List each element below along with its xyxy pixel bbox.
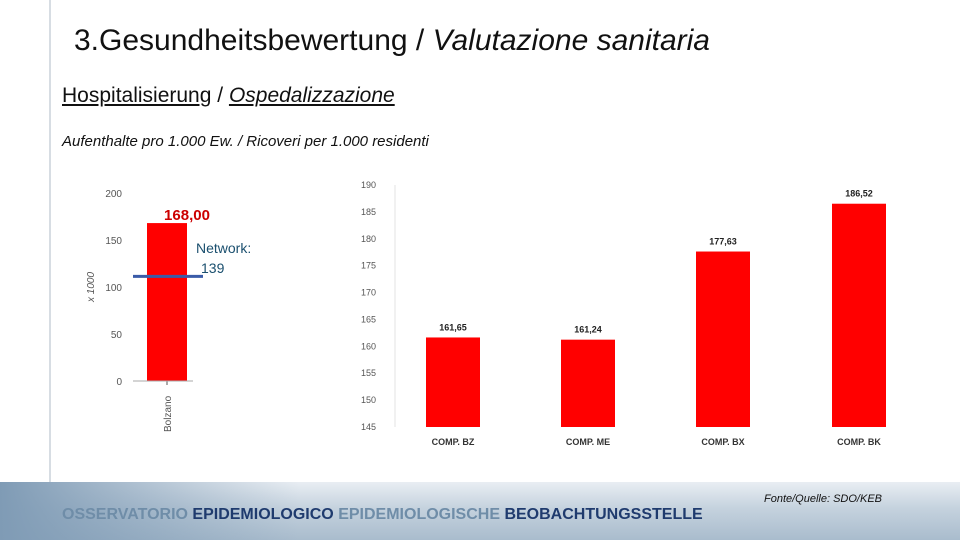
y-tick-label: 200 (105, 189, 122, 200)
bar-comp-me (561, 339, 615, 427)
bolzano-chart: 0 50 100 150 200 x 1000 Bolzano 168,00 Network: 1… (86, 189, 251, 432)
category-label: COMP. ME (566, 437, 610, 447)
y-axis-label: x 1000 (86, 272, 97, 303)
bar-bolzano (147, 223, 187, 381)
org-part-4: BEOBACHTUNGSSTELLE (504, 506, 703, 523)
y-tick-label: 100 (105, 283, 122, 294)
value-label: 186,52 (845, 189, 873, 199)
org-part-2: EPIDEMIOLOGICO (192, 506, 339, 523)
org-part-1: OSSERVATORIO (62, 506, 193, 523)
left-divider (49, 0, 51, 482)
source-note: Fonte/Quelle: SDO/KEB (764, 493, 882, 505)
y-tick-label: 175 (361, 261, 376, 271)
bar-comp-bz (426, 337, 480, 427)
value-label: 161,24 (574, 325, 602, 335)
category-label: COMP. BZ (432, 437, 475, 447)
y-tick-label: 185 (361, 207, 376, 217)
chart-caption: Aufenthalte pro 1.000 Ew. / Ricoveri per… (62, 133, 429, 150)
network-label: Network: (196, 240, 251, 256)
subtitle-de: Hospitalisierung (62, 84, 212, 107)
y-tick-label: 190 (361, 180, 376, 190)
bar-comp-bk (832, 203, 886, 427)
y-tick-label: 165 (361, 314, 376, 324)
y-tick-label: 150 (361, 395, 376, 405)
y-tick-label: 0 (116, 377, 122, 388)
section-subtitle: Hospitalisierung / Ospedalizzazione (62, 84, 395, 108)
y-tick-label: 145 (361, 422, 376, 432)
value-label: 177,63 (709, 237, 737, 247)
network-value: 139 (201, 260, 225, 276)
bar-comp-bx (696, 251, 750, 427)
category-label: COMP. BK (837, 437, 881, 447)
category-label: COMP. BX (701, 437, 744, 447)
org-part-3: EPIDEMIOLOGISCHE (338, 506, 505, 523)
y-tick-label: 180 (361, 234, 376, 244)
y-tick-label: 50 (111, 330, 123, 341)
title-italic: Valutazione sanitaria (432, 24, 710, 57)
y-tick-label: 150 (105, 236, 122, 247)
subtitle-separator: / (211, 84, 229, 107)
comprensori-chart: 145 150 155 160 165 170 175 180 185 190 161,65 COMP… (361, 180, 886, 447)
y-tick-label: 170 (361, 288, 376, 298)
value-label-bolzano: 168,00 (164, 207, 210, 224)
value-label: 161,65 (439, 322, 467, 332)
category-label-bolzano: Bolzano (163, 395, 174, 432)
y-tick-label: 160 (361, 341, 376, 351)
slide-title: 3.Gesundheitsbewertung / Valutazione san… (74, 24, 710, 58)
footer-band (0, 482, 960, 540)
title-main: 3.Gesundheitsbewertung / (74, 24, 433, 57)
organization-name: OSSERVATORIO EPIDEMIOLOGICO EPIDEMIOLOGI… (62, 506, 703, 524)
y-tick-label: 155 (361, 368, 376, 378)
subtitle-it: Ospedalizzazione (228, 84, 395, 107)
